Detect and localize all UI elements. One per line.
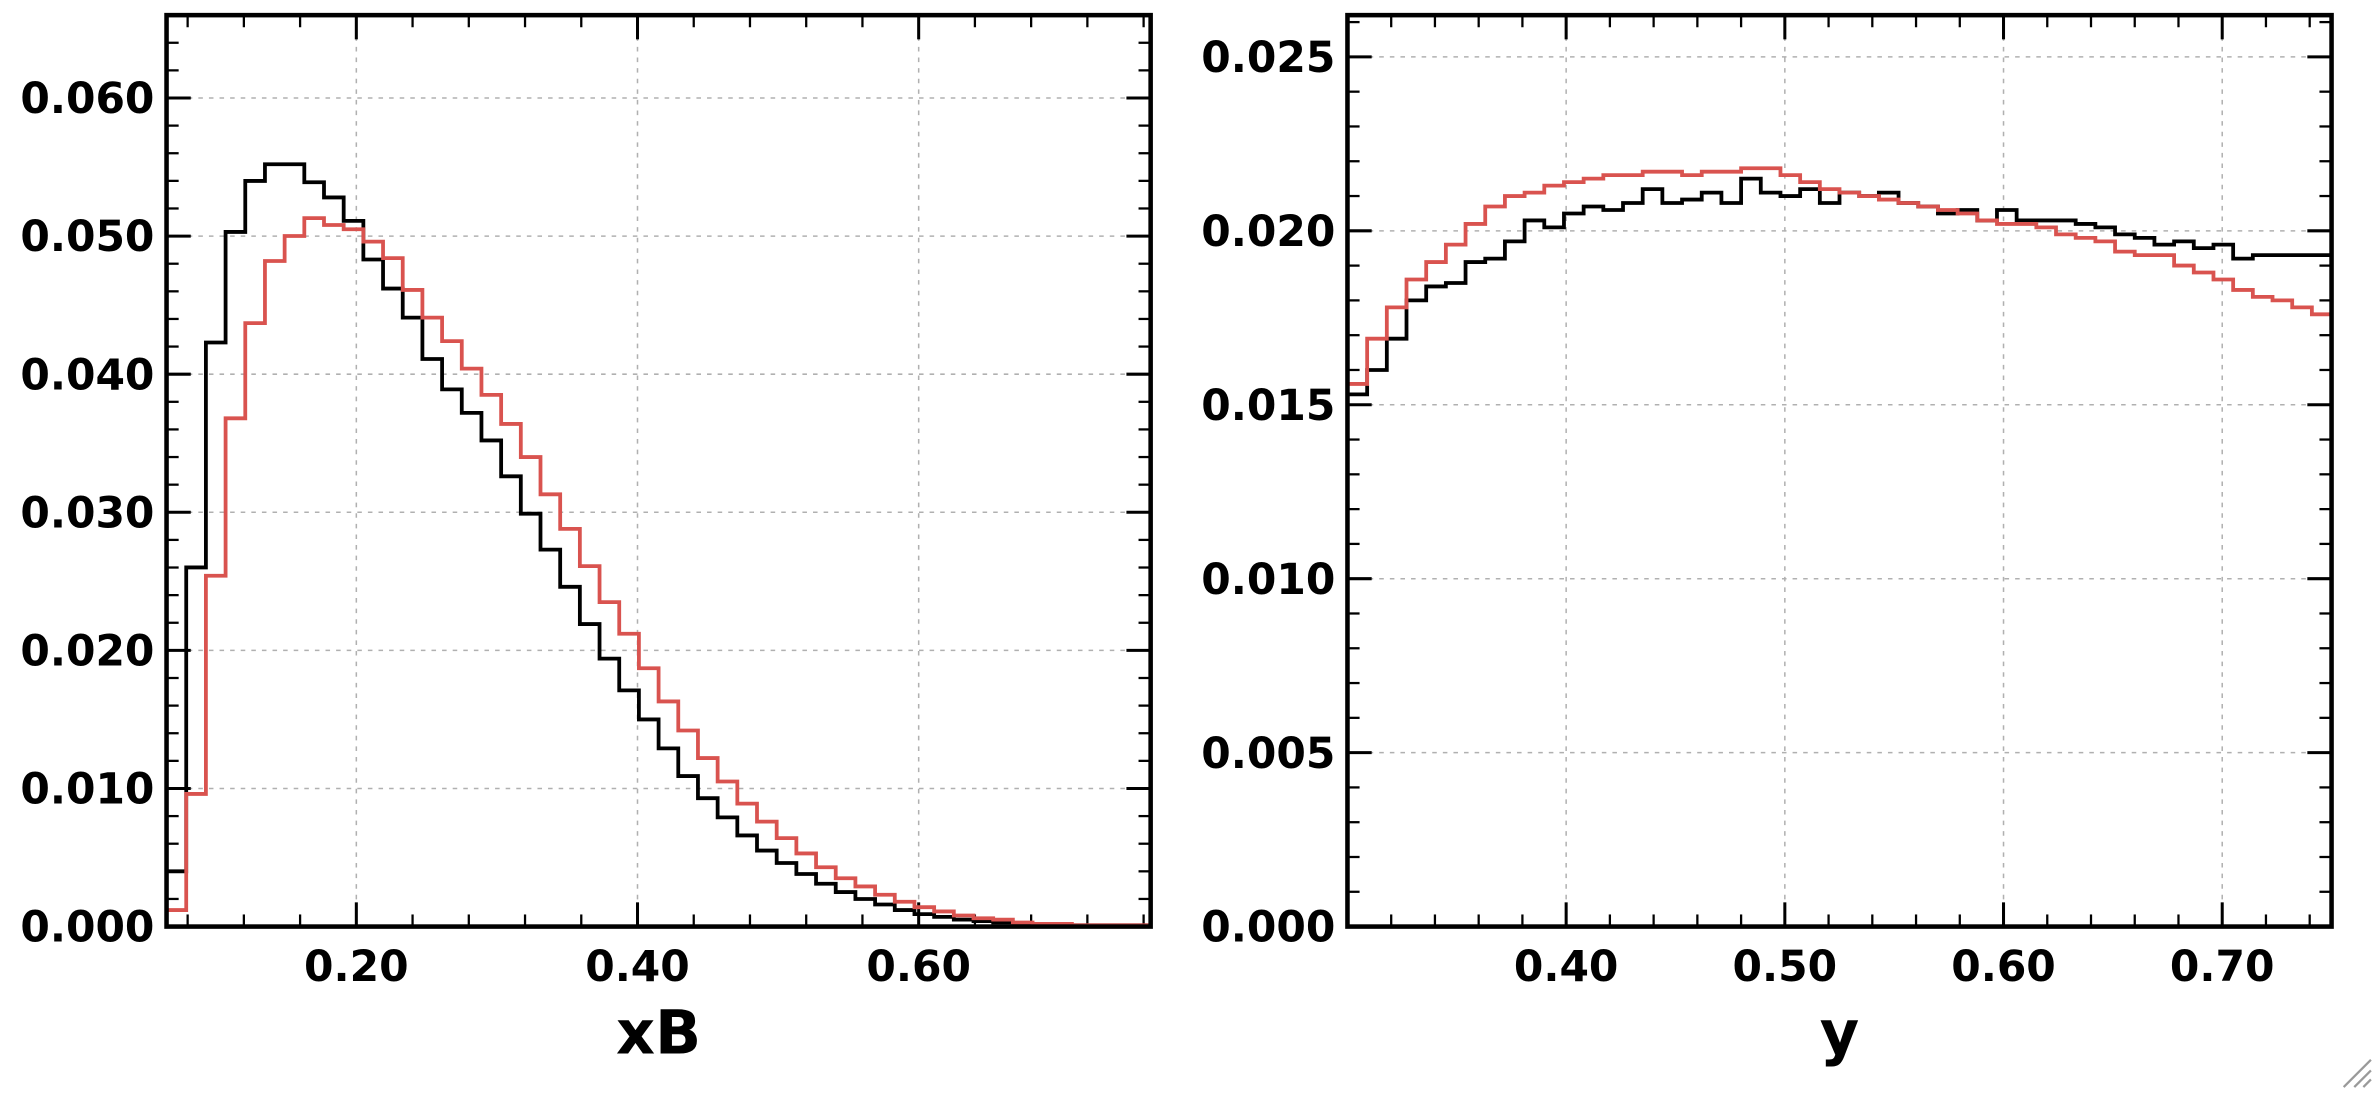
x-tick-label: 0.20 (304, 942, 409, 991)
x-axis-title: y (1820, 999, 1859, 1069)
x-tick-label: 0.60 (1951, 942, 2056, 991)
plot-frame (164, 12, 1153, 929)
y-tick-label: 0.000 (20, 903, 154, 952)
y-tick-label: 0.050 (20, 212, 154, 261)
y-tick-label: 0.020 (1201, 207, 1335, 256)
black-histogram-series (166, 162, 1151, 928)
y-tick-label: 0.005 (1201, 729, 1335, 778)
red-histogram-series (166, 216, 1151, 928)
x-tick-label: 0.50 (1733, 942, 1838, 991)
x-tick-label: 0.60 (866, 942, 971, 991)
x-axis-title: xB (616, 999, 701, 1069)
y-tick-label: 0.020 (20, 627, 154, 676)
y-tick-label: 0.015 (1201, 381, 1335, 430)
x-tick-label: 0.70 (2170, 942, 2275, 991)
y-tick-label: 0.060 (20, 74, 154, 123)
black-histogram-series (1347, 176, 2332, 397)
resize-grip-icon[interactable] (2342, 1058, 2372, 1088)
plot-frame (1345, 12, 2334, 929)
y-tick-label: 0.000 (1201, 903, 1335, 952)
y-tick-label: 0.030 (20, 488, 154, 537)
x-tick-label: 0.40 (585, 942, 690, 991)
xb-histogram-panel: 0.20 0.40 0.60 0.000 0.010 0.020 0.030 0.040 0.0… (20, 12, 1153, 1069)
y-tick-label: 0.010 (1201, 555, 1335, 604)
y-tick-label: 0.010 (20, 765, 154, 814)
y-histogram-panel: 0.40 0.50 0.60 0.70 0.000 0.005 0.010 0.015 0.02… (1201, 12, 2334, 1069)
y-tick-label: 0.040 (20, 350, 154, 399)
red-histogram-series (1347, 166, 2332, 386)
x-tick-label: 0.40 (1514, 942, 1619, 991)
y-tick-label: 0.025 (1201, 33, 1335, 82)
